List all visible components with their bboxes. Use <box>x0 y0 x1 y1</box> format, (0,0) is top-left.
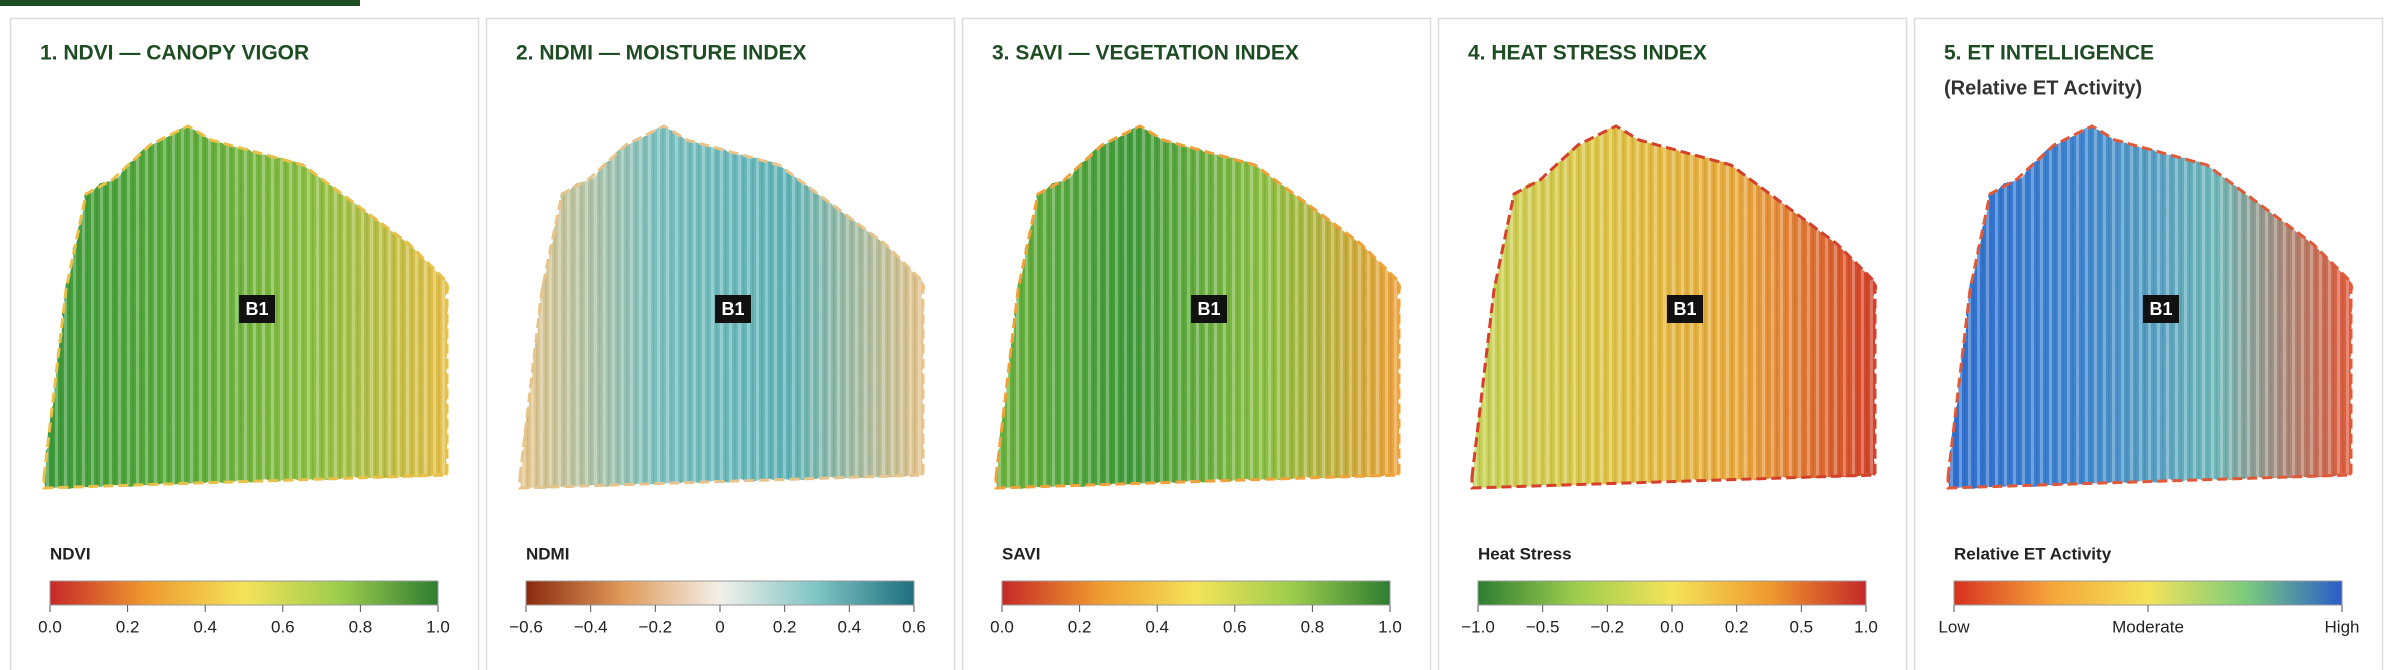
panel-title: 3. SAVI — VEGETATION INDEX <box>992 42 1299 65</box>
panel: 2. NDMI — MOISTURE INDEX B1 NDMI −0.6 −0.4 −0… <box>485 17 956 670</box>
marker-box <box>1191 295 1227 323</box>
legend-label: Relative ET Activity <box>1954 544 2112 563</box>
colorbar-tick-label: −0.2 <box>1591 617 1625 636</box>
colorbar-tick-label: 0.2 <box>116 617 140 636</box>
panel: 4. HEAT STRESS INDEX B1 Heat Stress −1.0 −0.… <box>1437 17 1908 670</box>
colorbar-tick-label: Low <box>1938 617 1970 636</box>
marker-box <box>239 295 275 323</box>
field-outline <box>994 124 1401 490</box>
colorbar-tick-label: 0.0 <box>990 617 1014 636</box>
colorbar-tick-label: 0 <box>715 617 724 636</box>
field-marker: B1 <box>1673 299 1696 319</box>
panel: 1. NDVI — CANOPY VIGOR B1 NDVI 0.0 0.2 0.4 0.6… <box>9 17 480 670</box>
field-marker: B1 <box>1197 299 1220 319</box>
colorbar-tick-label: 0.8 <box>349 617 373 636</box>
field-outline <box>518 124 925 490</box>
colorbar-tick-label: −0.5 <box>1526 617 1560 636</box>
colorbar-tick-label: −1.0 <box>1461 617 1495 636</box>
colorbar-tick-label: 1.0 <box>1854 617 1878 636</box>
colorbar-tick-label: High <box>2325 617 2360 636</box>
colorbar <box>525 580 915 606</box>
legend-label: SAVI <box>1002 544 1040 563</box>
colorbar-tick-label: 0.4 <box>1145 617 1169 636</box>
field-marker: B1 <box>245 299 268 319</box>
marker-box <box>2143 295 2179 323</box>
colorbar <box>1477 580 1867 606</box>
colorbar-tick-label: 0.8 <box>1301 617 1325 636</box>
panel-subtitle: (Relative ET Activity) <box>1944 77 2142 99</box>
colorbar-tick-label: 0.2 <box>1068 617 1092 636</box>
legend-label: NDMI <box>526 544 569 563</box>
colorbar-tick-label: 1.0 <box>426 617 450 636</box>
marker-box <box>1667 295 1703 323</box>
colorbar-tick-label: −0.2 <box>639 617 673 636</box>
colorbar <box>49 580 439 606</box>
colorbar-tick-label: 0.5 <box>1790 617 1814 636</box>
colorbar <box>1953 580 2343 606</box>
panel-title: 5. ET INTELLIGENCE <box>1944 42 2154 65</box>
field-outline <box>1946 124 2353 490</box>
legend-label: Heat Stress <box>1478 544 1572 563</box>
colorbar-tick-label: 1.0 <box>1378 617 1402 636</box>
legend-label: NDVI <box>50 544 91 563</box>
colorbar-tick-label: 0.0 <box>38 617 62 636</box>
field-marker: B1 <box>721 299 744 319</box>
panel-title: 2. NDMI — MOISTURE INDEX <box>516 42 807 65</box>
colorbar-tick-label: 0.4 <box>838 617 862 636</box>
panel-title: 4. HEAT STRESS INDEX <box>1468 42 1707 65</box>
colorbar-tick-label: 0.6 <box>1223 617 1247 636</box>
field-outline <box>42 124 449 490</box>
colorbar-tick-label: 0.4 <box>193 617 217 636</box>
marker-box <box>715 295 751 323</box>
panel: 3. SAVI — VEGETATION INDEX B1 SAVI 0.0 0.2 0.… <box>961 17 1432 670</box>
colorbar-tick-label: 0.2 <box>1725 617 1749 636</box>
colorbar <box>1001 580 1391 606</box>
top-tab <box>0 0 360 6</box>
colorbar-tick-label: 0.6 <box>271 617 295 636</box>
panel: 5. ET INTELLIGENCE (Relative ET Activity)… <box>1913 17 2384 670</box>
field-outline <box>1470 124 1877 490</box>
colorbar-tick-label: −0.4 <box>574 617 608 636</box>
colorbar-tick-label: Moderate <box>2112 617 2184 636</box>
colorbar-tick-label: 0.2 <box>773 617 797 636</box>
field-marker: B1 <box>2149 299 2172 319</box>
colorbar-tick-label: 0.6 <box>902 617 926 636</box>
panel-title: 1. NDVI — CANOPY VIGOR <box>40 42 309 65</box>
colorbar-tick-label: −0.6 <box>509 617 543 636</box>
colorbar-tick-label: 0.0 <box>1660 617 1684 636</box>
